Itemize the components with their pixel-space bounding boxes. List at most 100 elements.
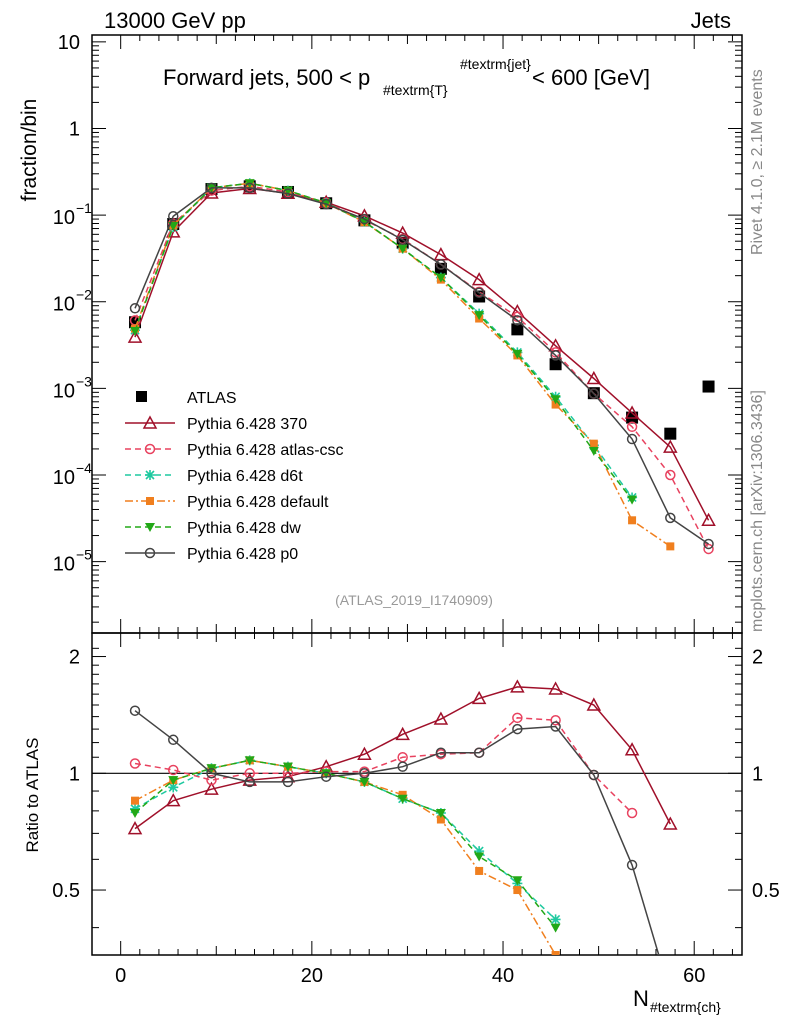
legend-marker <box>145 523 155 532</box>
legend-label: Pythia 6.428 default <box>187 494 329 511</box>
atlas-data-point <box>511 323 524 336</box>
chart-title-sub: #textrm{T} <box>383 82 448 98</box>
series-1-main-point <box>550 347 561 358</box>
series-4-ratio-point <box>244 756 255 766</box>
series-1-ratio-point <box>168 764 179 776</box>
series-5-main-point <box>588 388 600 399</box>
series-1-main-point <box>703 543 714 555</box>
series-4-ratio-point <box>359 777 370 787</box>
series-5-main-point <box>282 188 294 199</box>
series-5-main-point <box>512 315 523 326</box>
series-5-ratio-point <box>168 734 179 746</box>
series-5-main-point <box>550 350 561 361</box>
series-3-main-point <box>551 400 560 409</box>
x-tick-label: 0 <box>115 965 126 987</box>
y-tick-label-main: 10 <box>53 380 75 402</box>
legend-label: Pythia 6.428 dw <box>187 520 301 537</box>
series-0-ratio-point <box>586 697 602 711</box>
x-tick-label: 40 <box>492 965 514 987</box>
y-axis-label-main: fraction/bin <box>18 99 41 202</box>
legend-label: Pythia 6.428 370 <box>187 416 307 433</box>
series-4-ratio-point <box>168 776 179 786</box>
series-1-ratio-point <box>550 715 561 726</box>
series-4-ratio-point <box>397 794 408 804</box>
series-4-ratio-point <box>512 876 523 886</box>
chart-title: Forward jets, 500 < p #textrm{T} #textrm… <box>163 56 650 98</box>
header-energy-label: 13000 GeV pp <box>104 8 246 33</box>
main-series-group <box>127 178 716 555</box>
series-4-ratio-point <box>130 808 141 818</box>
series-5-ratio-point <box>512 723 523 735</box>
y-tick-label-main: 10 <box>58 32 80 54</box>
legend-atlas-label: ATLAS <box>187 390 237 407</box>
atlas-data-point <box>702 380 715 393</box>
series-0-ratio-point <box>663 816 678 830</box>
legend-marker <box>142 415 158 429</box>
main-plot-frame <box>91 34 743 634</box>
series-0-main-point <box>663 439 678 453</box>
series-5-ratio-point <box>320 771 332 782</box>
y-tick-label-ratio: 0.5 <box>52 880 80 902</box>
series-5-ratio-point <box>206 768 217 779</box>
series-2-ratio-point <box>130 803 141 814</box>
series-4-main-point <box>550 395 561 405</box>
atlas-data-point <box>549 358 562 371</box>
series-0-ratio-point <box>548 681 563 695</box>
series-0-ratio-point <box>242 772 257 786</box>
series-3-ratio-point <box>131 796 140 805</box>
series-5-main-point <box>320 198 332 210</box>
legend-marker <box>144 547 156 559</box>
series-4-main-point <box>588 446 599 456</box>
series-3-ratio-point <box>436 815 445 824</box>
y-tick-label-ratio-right: 0.5 <box>752 880 780 902</box>
y-tick-exponent: −4 <box>76 460 92 476</box>
chart-title-pre: Forward jets, 500 < p <box>163 65 370 90</box>
series-0-main-point <box>701 512 716 527</box>
y-tick-label-main: 10 <box>53 207 75 229</box>
legend-marker <box>144 443 156 455</box>
series-5-main-point <box>206 182 217 194</box>
series-5-ratio-line <box>134 710 660 955</box>
series-0-ratio-point <box>165 793 181 807</box>
series-1-main-point <box>665 469 676 481</box>
series-4-ratio-line <box>134 759 557 929</box>
x-axis-label-sub: #textrm{ch} <box>650 999 721 1015</box>
ratio-plot-area <box>92 679 742 998</box>
series-5-main-point <box>626 433 638 445</box>
series-3-main-point <box>628 516 637 525</box>
series-4-ratio-point <box>550 923 561 933</box>
series-5-ratio-point <box>129 705 141 716</box>
series-5-ratio-point <box>626 859 638 871</box>
legend-atlas-marker <box>136 391 147 402</box>
series-4-main-point <box>512 349 523 359</box>
series-5-ratio-point <box>282 776 294 788</box>
series-0-ratio-point <box>204 781 219 795</box>
series-2-ratio-point <box>550 914 561 925</box>
main-plot-area <box>127 178 716 555</box>
series-1-ratio-point <box>512 712 523 724</box>
series-2-ratio-line <box>134 759 557 920</box>
axis-ticks <box>92 35 742 955</box>
legend-marker <box>146 497 154 505</box>
y-tick-label-ratio-right: 2 <box>752 647 763 669</box>
y-axis-label-ratio: Ratio to ATLAS <box>23 738 42 853</box>
y-tick-exponent: −2 <box>76 287 92 303</box>
series-1-ratio-point <box>626 807 638 819</box>
series-0-main-point <box>471 272 487 286</box>
y-tick-label-ratio: 2 <box>69 647 80 669</box>
series-5-main-point <box>703 538 714 550</box>
series-5-ratio-point <box>397 761 408 772</box>
series-5-ratio-point <box>473 747 485 758</box>
y-tick-label-main: 10 <box>53 554 75 576</box>
series-1-ratio-point <box>206 774 217 786</box>
series-5-ratio-point <box>666 989 675 998</box>
legend-label: Pythia 6.428 atlas-csc <box>187 442 344 459</box>
series-0-ratio-point <box>624 742 640 756</box>
chart-title-post: < 600 [GeV] <box>532 65 650 90</box>
ratio-series-group <box>92 679 742 998</box>
series-0-ratio-point <box>357 746 372 760</box>
series-3-main-point <box>666 542 675 551</box>
series-1-ratio-line <box>134 717 633 814</box>
series-2-ratio-point <box>474 846 485 857</box>
